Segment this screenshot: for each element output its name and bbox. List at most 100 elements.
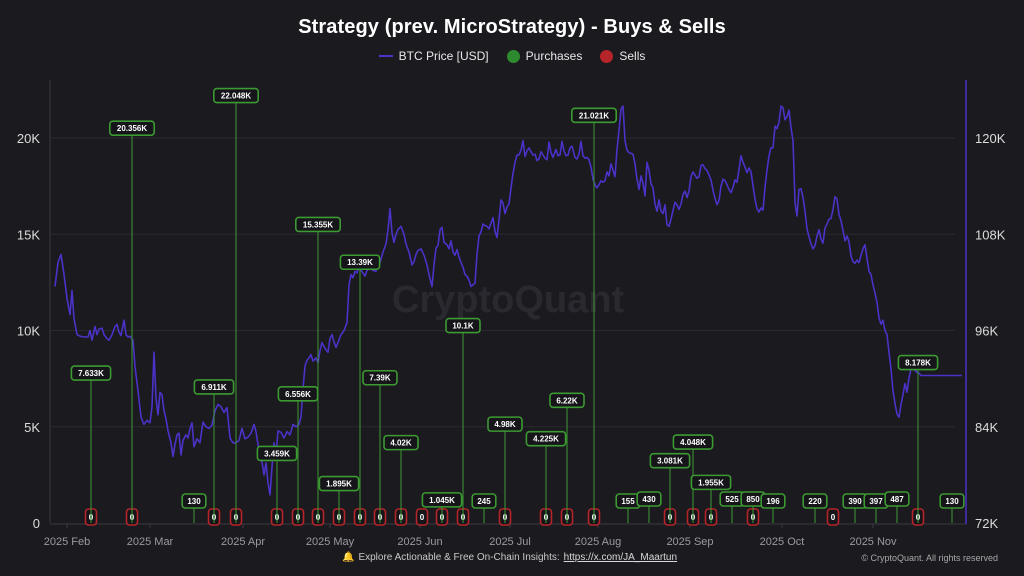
purchase-marker[interactable]: 21.021K [570,107,617,523]
legend-item-purchases[interactable]: Purchases [506,49,582,63]
legend-label: Sells [619,49,646,63]
purchase-marker[interactable]: 196 [760,493,786,523]
purchase-value: 6.22K [556,396,578,405]
x-tick-label: 2025 Feb [44,536,90,548]
purchase-marker[interactable]: 4.048K [672,434,714,523]
purchase-value: 390 [848,497,862,506]
purchase-value: 1.045K [429,496,455,505]
purchase-marker[interactable]: 130 [939,493,965,523]
purchase-marker[interactable]: 15.355K [294,216,341,523]
purchase-value: 1.955K [698,478,724,487]
purchase-value: 21.021K [579,111,609,120]
y-right-tick: 108K [975,227,1006,242]
y-left-tick: 20K [17,131,40,146]
purchase-marker[interactable]: 245 [471,493,497,523]
red-dot-icon [600,49,614,63]
btc-price-line [54,105,962,496]
purchase-value: 7.633K [78,369,104,378]
purchase-marker[interactable]: 155 [615,493,641,523]
purchase-marker[interactable]: 6.22K [549,392,585,523]
purchase-value: 7.39K [369,374,391,383]
purchase-value: 3.459K [264,449,290,458]
y-left-tick: 15K [17,227,40,242]
purchase-marker[interactable]: 20.356K [109,120,156,523]
sell-value: 0 [420,513,425,522]
x-tick-label: 2025 Jul [489,536,531,548]
purchase-value: 6.556K [285,390,311,399]
purchase-marker[interactable]: 4.225K [525,430,567,523]
purchase-marker[interactable]: 3.081K [649,452,691,523]
purchase-value: 20.356K [117,124,147,133]
sell-marker[interactable]: 0 [415,508,429,526]
purchase-marker[interactable]: 4.98K [487,416,523,523]
purchase-marker[interactable]: 8.178K [897,354,939,523]
purchase-value: 4.048K [680,438,706,447]
purchase-value: 525 [725,495,739,504]
footer: 🔔 Explore Actionable & Free On-Chain Ins… [0,552,1024,572]
sell-value: 0 [831,513,836,522]
promo-link[interactable]: https://x.com/JA_Maartun [563,552,678,563]
purchase-marker[interactable]: 6.556K [277,385,319,523]
y-right-tick: 72K [975,516,998,531]
purchase-value: 4.02K [390,439,412,448]
purchase-marker[interactable]: 1.895K [318,475,360,523]
purchase-marker[interactable]: 487 [884,491,910,523]
y-left-tick: 0 [33,516,40,531]
purchase-value: 15.355K [303,220,333,229]
y-right-tick: 96K [975,324,998,339]
purchase-value: 430 [642,495,656,504]
purchase-value: 196 [766,497,780,506]
axes: 0 5K 10K 15K 20K 72K 84K 96K 108K 120K 2025 Feb 202… [17,80,1006,548]
purchase-value: 13.39K [347,258,373,267]
purchase-marker[interactable]: 1.955K [690,474,732,523]
purchases-markers: 7.633K 20.356K 130 6.911K 22.048K 3.459K 6.556… [70,87,965,523]
legend-label: BTC Price [USD] [398,49,489,63]
y-right-tick: 120K [975,131,1006,146]
purchase-marker[interactable]: 22.048K [213,87,260,523]
sell-marker[interactable]: 0 [826,508,840,526]
promo-text: Explore Actionable & Free On-Chain Insig… [358,552,560,563]
x-tick-label: 2025 Oct [760,536,805,548]
purchase-value: 4.225K [533,435,559,444]
gridlines [50,137,955,428]
purchase-marker[interactable]: 390 [842,493,868,523]
y-right-tick: 84K [975,420,998,435]
purchase-value: 397 [869,497,883,506]
purchase-marker[interactable]: 13.39K [339,254,381,523]
purchase-marker[interactable]: 130 [181,493,207,523]
purchase-marker[interactable]: 397 [863,493,889,523]
btc-price-polyline [54,105,962,496]
purchase-marker[interactable]: 10.1K [445,317,481,523]
x-tick-label: 2025 Jun [397,536,442,548]
purchase-value: 8.178K [905,359,931,368]
purchase-value: 10.1K [452,322,474,331]
purchase-value: 1.895K [326,480,352,489]
purchase-value: 4.98K [494,420,516,429]
bell-icon: 🔔 [342,552,355,563]
chart-legend: BTC Price [USD] Purchases Sells [0,49,1024,63]
y-left-tick: 5K [24,420,40,435]
purchase-marker[interactable]: 7.633K [70,365,112,523]
legend-item-btc-price[interactable]: BTC Price [USD] [378,49,489,63]
purchase-marker[interactable]: 220 [802,493,828,523]
legend-item-sells[interactable]: Sells [600,49,645,63]
purchase-marker[interactable]: 430 [636,491,662,523]
purchase-marker[interactable]: 3.459K [256,445,298,523]
purchase-marker[interactable]: 525 [719,491,745,523]
chart-title: Strategy (prev. MicroStrategy) - Buys & … [298,16,726,38]
x-tick-label: 2025 Mar [127,536,174,548]
line-swatch-icon [378,55,393,57]
x-tick-label: 2025 May [306,536,355,548]
purchase-value: 130 [945,497,959,506]
purchase-marker[interactable]: 4.02K [383,434,419,523]
x-tick-label: 2025 Aug [575,536,622,548]
purchase-marker[interactable]: 7.39K [362,369,398,523]
purchase-value: 130 [187,497,201,506]
purchase-value: 155 [621,497,635,506]
purchase-value: 220 [808,497,822,506]
purchase-marker[interactable]: 6.911K [193,379,235,523]
green-dot-icon [506,49,520,63]
purchase-marker[interactable]: 1.045K [421,492,463,523]
purchase-value: 487 [890,495,904,504]
